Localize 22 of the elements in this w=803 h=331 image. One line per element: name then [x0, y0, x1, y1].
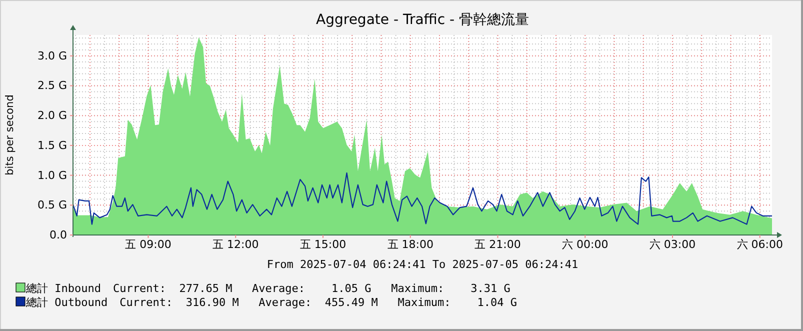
y-tick-label: 0.5 G	[37, 198, 67, 212]
x-tick-label: 五 18:00	[387, 238, 434, 251]
text: Current: 277.65 M Average: 1.05 G Maximum: 3.31 G	[112, 282, 510, 295]
y-tick-label: 1.0 G	[37, 168, 67, 182]
y-axis-title: bits per second	[4, 94, 16, 176]
y-tick-label: 3.0 G	[37, 49, 67, 62]
legend-label: 總計 Outbound	[25, 296, 108, 309]
text: Current: 316.90 M Average: 455.49 M Maximum: 1.04 G	[120, 296, 517, 309]
x-tick-label: 六 00:00	[562, 238, 608, 251]
x-tick-label: 五 15:00	[300, 238, 346, 251]
y-tick-label: 2.0 G	[37, 109, 67, 122]
x-tick-label: 五 21:00	[474, 238, 521, 251]
x-tick-label: 六 03:00	[649, 238, 696, 251]
x-tick-label: 五 09:00	[125, 238, 172, 251]
chart-title: Aggregate - Traffic - 骨幹總流量	[316, 12, 529, 28]
y-tick-label: 2.5 G	[37, 79, 67, 92]
legend-label: 總計 Inbound	[25, 282, 101, 295]
text: From 2025-07-04 06:24:41 To 2025-07-05 06:24:41	[266, 258, 578, 271]
y-tick-label: 1.5 G	[37, 138, 67, 152]
y-tick-label: 0.0	[50, 228, 67, 242]
x-tick-label: 六 06:00	[736, 238, 783, 251]
x-tick-label: 五 12:00	[212, 238, 259, 251]
